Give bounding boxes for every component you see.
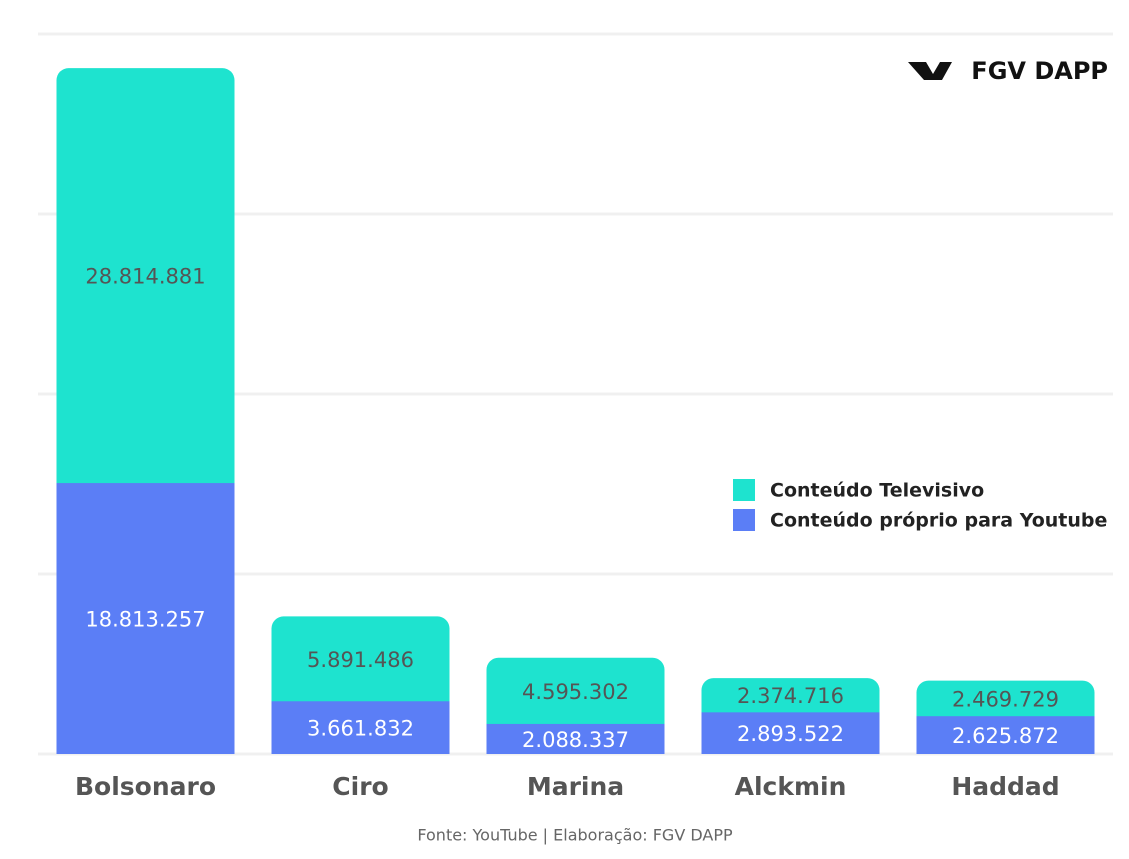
value-label: 2.088.337 bbox=[522, 728, 629, 752]
legend-label: Conteúdo Televisivo bbox=[770, 480, 984, 502]
value-label: 28.814.881 bbox=[85, 265, 205, 289]
value-label: 2.469.729 bbox=[952, 687, 1059, 711]
value-label: 2.893.522 bbox=[737, 722, 844, 746]
value-label: 2.625.872 bbox=[952, 724, 1059, 748]
legend-swatch bbox=[733, 509, 755, 531]
x-tick-label: Ciro bbox=[332, 772, 388, 801]
legend-label: Conteúdo próprio para Youtube bbox=[770, 510, 1107, 532]
x-tick-label: Alckmin bbox=[735, 772, 847, 801]
value-label: 2.374.716 bbox=[737, 684, 844, 708]
bar-segment bbox=[486, 657, 665, 738]
bar-segment bbox=[486, 723, 665, 754]
bar-segment bbox=[271, 616, 450, 716]
x-tick-label: Bolsonaro bbox=[75, 772, 216, 801]
value-label: 5.891.486 bbox=[307, 648, 414, 672]
legend-swatch bbox=[733, 479, 755, 501]
bar-segment bbox=[701, 712, 880, 754]
x-tick-label: Haddad bbox=[951, 772, 1059, 801]
bar-segment bbox=[271, 701, 450, 754]
x-tick-label: Marina bbox=[527, 772, 624, 801]
logo-mark bbox=[908, 62, 952, 80]
value-label: 18.813.257 bbox=[85, 608, 205, 632]
logo: FGV DAPP bbox=[971, 57, 1108, 85]
value-label: 3.661.832 bbox=[307, 717, 414, 741]
source: Fonte: YouTube | Elaboração: FGV DAPP bbox=[417, 826, 733, 845]
bar-segment bbox=[916, 716, 1095, 754]
bar-segment bbox=[56, 68, 235, 498]
bar-segment bbox=[56, 483, 235, 754]
value-label: 4.595.302 bbox=[522, 680, 629, 704]
